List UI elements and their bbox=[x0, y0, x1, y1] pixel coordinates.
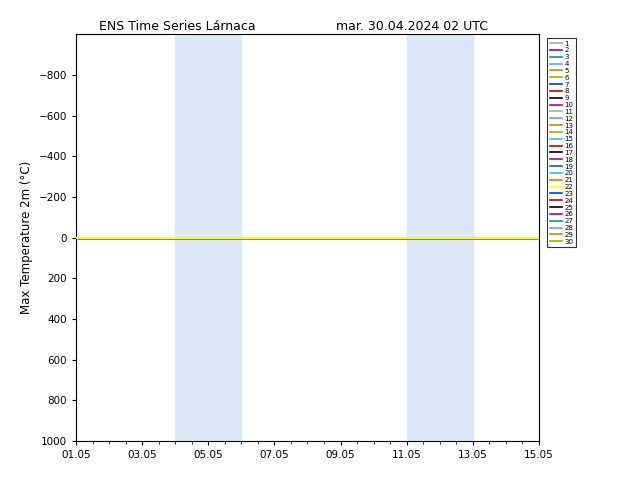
Legend: 1, 2, 3, 4, 5, 6, 7, 8, 9, 10, 11, 12, 13, 14, 15, 16, 17, 18, 19, 20, 21, 22, 2: 1, 2, 3, 4, 5, 6, 7, 8, 9, 10, 11, 12, 1… bbox=[547, 38, 576, 247]
Bar bbox=[440, 34, 473, 441]
Bar bbox=[209, 34, 242, 441]
Bar bbox=[175, 34, 209, 441]
Bar bbox=[406, 34, 440, 441]
Y-axis label: Max Temperature 2m (°C): Max Temperature 2m (°C) bbox=[20, 161, 33, 314]
Text: mar. 30.04.2024 02 UTC: mar. 30.04.2024 02 UTC bbox=[336, 20, 488, 33]
Text: ENS Time Series Lárnaca: ENS Time Series Lárnaca bbox=[99, 20, 256, 33]
